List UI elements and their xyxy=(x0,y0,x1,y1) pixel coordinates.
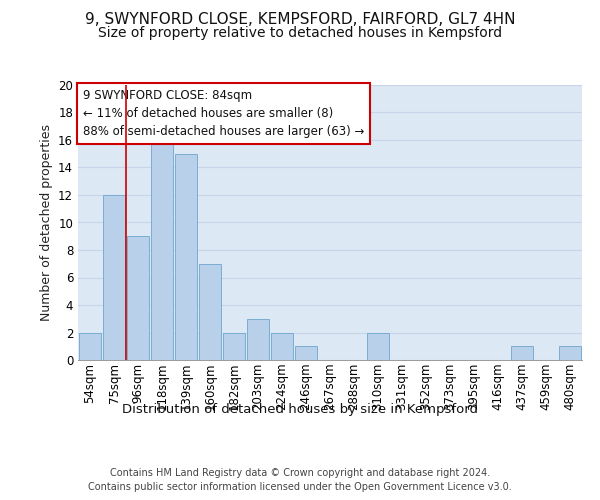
Y-axis label: Number of detached properties: Number of detached properties xyxy=(40,124,53,321)
Text: 9, SWYNFORD CLOSE, KEMPSFORD, FAIRFORD, GL7 4HN: 9, SWYNFORD CLOSE, KEMPSFORD, FAIRFORD, … xyxy=(85,12,515,28)
Bar xyxy=(247,319,269,360)
Text: Contains HM Land Registry data © Crown copyright and database right 2024.
Contai: Contains HM Land Registry data © Crown c… xyxy=(88,468,512,492)
Bar xyxy=(79,332,101,360)
Bar xyxy=(103,195,125,360)
Bar xyxy=(295,346,317,360)
Bar xyxy=(127,236,149,360)
Text: 9 SWYNFORD CLOSE: 84sqm
← 11% of detached houses are smaller (8)
88% of semi-det: 9 SWYNFORD CLOSE: 84sqm ← 11% of detache… xyxy=(83,89,364,138)
Bar xyxy=(223,332,245,360)
Bar xyxy=(271,332,293,360)
Bar xyxy=(199,264,221,360)
Bar xyxy=(367,332,389,360)
Bar xyxy=(511,346,533,360)
Text: Size of property relative to detached houses in Kempsford: Size of property relative to detached ho… xyxy=(98,26,502,40)
Bar xyxy=(151,140,173,360)
Bar xyxy=(175,154,197,360)
Bar xyxy=(559,346,581,360)
Text: Distribution of detached houses by size in Kempsford: Distribution of detached houses by size … xyxy=(122,402,478,415)
